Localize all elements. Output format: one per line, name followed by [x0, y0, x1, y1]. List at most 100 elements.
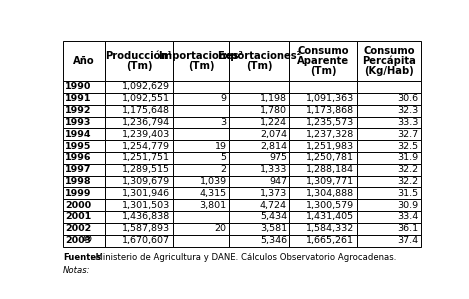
Text: (Tm): (Tm) — [188, 61, 214, 71]
Text: 1,309,771: 1,309,771 — [306, 177, 354, 186]
Text: 1,670,607: 1,670,607 — [122, 236, 170, 245]
Bar — [289, 187, 357, 199]
Bar — [357, 176, 421, 187]
Text: 1995: 1995 — [65, 141, 91, 151]
Bar — [63, 41, 105, 81]
Bar — [229, 211, 289, 223]
Text: Producción¹: Producción¹ — [106, 51, 173, 61]
Text: 30.9: 30.9 — [398, 201, 419, 210]
Bar — [63, 235, 105, 247]
Text: Importaciones²: Importaciones² — [159, 51, 243, 61]
Text: 1,584,332: 1,584,332 — [306, 224, 354, 233]
Text: 1,301,946: 1,301,946 — [122, 189, 170, 198]
Text: 2,074: 2,074 — [260, 130, 287, 139]
Bar — [357, 128, 421, 140]
Text: 1,309,679: 1,309,679 — [122, 177, 170, 186]
Text: 9: 9 — [221, 94, 227, 103]
Text: 975: 975 — [269, 153, 287, 162]
Text: 1,092,629: 1,092,629 — [122, 83, 170, 91]
Text: Aparente: Aparente — [297, 56, 349, 66]
Text: 1,304,888: 1,304,888 — [306, 189, 354, 198]
Text: 1,092,551: 1,092,551 — [122, 94, 170, 103]
Text: 1997: 1997 — [65, 165, 91, 174]
Bar — [105, 187, 173, 199]
Bar — [105, 164, 173, 176]
Text: 5: 5 — [221, 153, 227, 162]
Text: 1,236,794: 1,236,794 — [122, 118, 170, 127]
Text: (Kg/Hab): (Kg/Hab) — [364, 66, 414, 76]
Text: 31.5: 31.5 — [398, 189, 419, 198]
Text: Consumo: Consumo — [363, 46, 415, 56]
Text: 36.1: 36.1 — [398, 224, 419, 233]
Bar — [63, 211, 105, 223]
Text: 947: 947 — [269, 177, 287, 186]
Bar — [357, 105, 421, 117]
Bar — [173, 176, 229, 187]
Text: 2001: 2001 — [65, 213, 91, 222]
Text: 1,780: 1,780 — [260, 106, 287, 115]
Bar — [289, 140, 357, 152]
Text: 2000: 2000 — [65, 201, 91, 210]
Bar — [229, 223, 289, 235]
Bar — [229, 235, 289, 247]
Text: Percápita: Percápita — [362, 56, 416, 66]
Text: 4,315: 4,315 — [200, 189, 227, 198]
Bar — [105, 235, 173, 247]
Text: Consumo: Consumo — [297, 46, 349, 56]
Text: Año: Año — [73, 56, 95, 66]
Text: 2002: 2002 — [65, 224, 91, 233]
Text: 2: 2 — [221, 165, 227, 174]
Bar — [105, 81, 173, 93]
Bar — [357, 93, 421, 105]
Bar — [63, 176, 105, 187]
Text: 5,346: 5,346 — [260, 236, 287, 245]
Bar — [63, 93, 105, 105]
Text: 1,091,363: 1,091,363 — [306, 94, 354, 103]
Text: 2003: 2003 — [65, 236, 91, 245]
Text: : Ministerio de Agricultura y DANE. Cálculos Observatorio Agrocadenas.: : Ministerio de Agricultura y DANE. Cálc… — [90, 254, 396, 263]
Text: 1994: 1994 — [65, 130, 91, 139]
Text: (Tm): (Tm) — [246, 61, 272, 71]
Bar — [229, 128, 289, 140]
Text: 1,039: 1,039 — [200, 177, 227, 186]
Bar — [289, 41, 357, 81]
Text: 2,814: 2,814 — [260, 141, 287, 151]
Text: 1,431,405: 1,431,405 — [306, 213, 354, 222]
Bar — [357, 152, 421, 164]
Text: 3,581: 3,581 — [260, 224, 287, 233]
Text: 1990: 1990 — [65, 83, 91, 91]
Bar — [173, 152, 229, 164]
Text: (Tm): (Tm) — [126, 61, 152, 71]
Bar — [357, 117, 421, 128]
Bar — [105, 152, 173, 164]
Bar — [63, 164, 105, 176]
Bar — [289, 235, 357, 247]
Text: 5,434: 5,434 — [260, 213, 287, 222]
Bar — [229, 105, 289, 117]
Bar — [63, 117, 105, 128]
Bar — [105, 105, 173, 117]
Bar — [173, 223, 229, 235]
Bar — [173, 211, 229, 223]
Bar — [173, 140, 229, 152]
Text: 1,373: 1,373 — [260, 189, 287, 198]
Bar — [289, 152, 357, 164]
Text: 19: 19 — [215, 141, 227, 151]
Text: 1992: 1992 — [65, 106, 91, 115]
Bar — [105, 140, 173, 152]
Text: 33.3: 33.3 — [397, 118, 419, 127]
Text: 1,587,893: 1,587,893 — [122, 224, 170, 233]
Bar — [357, 235, 421, 247]
Text: Fuentes: Fuentes — [63, 254, 101, 263]
Text: Notas:: Notas: — [63, 266, 91, 275]
Text: 1,300,579: 1,300,579 — [306, 201, 354, 210]
Text: 1,237,328: 1,237,328 — [306, 130, 354, 139]
Bar — [105, 128, 173, 140]
Text: 3,801: 3,801 — [200, 201, 227, 210]
Bar — [105, 211, 173, 223]
Bar — [63, 223, 105, 235]
Text: 1,173,868: 1,173,868 — [306, 106, 354, 115]
Bar — [229, 117, 289, 128]
Bar — [173, 81, 229, 93]
Text: 1,251,751: 1,251,751 — [122, 153, 170, 162]
